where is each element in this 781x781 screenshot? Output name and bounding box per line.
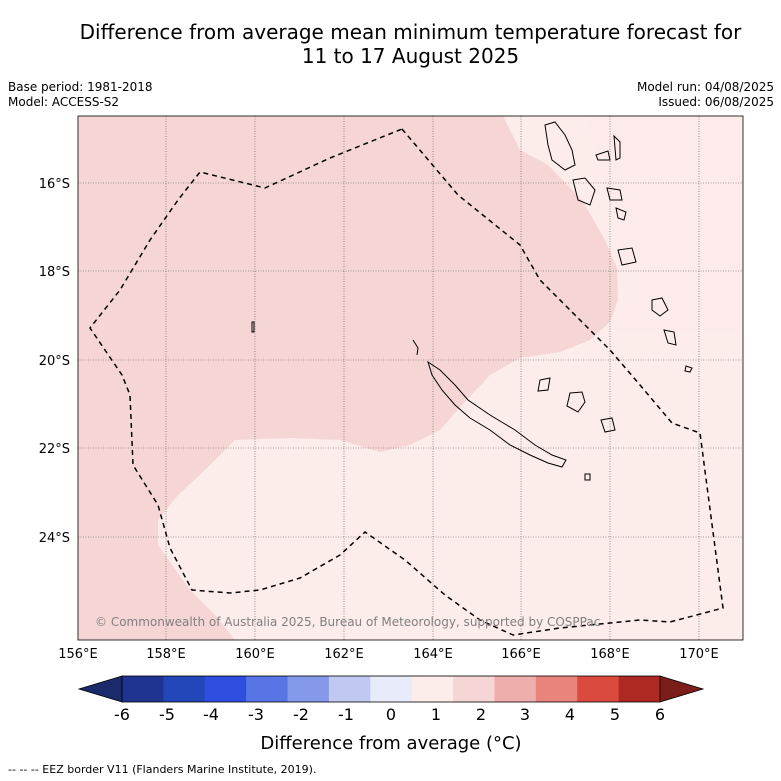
latitude-labels: 16°S 18°S 20°S 22°S 24°S: [39, 177, 70, 546]
lat-label: 24°S: [39, 531, 70, 546]
lat-label: 22°S: [39, 442, 70, 457]
colorbar-swatch: [453, 676, 495, 702]
anomaly-region-0-to-1-south: [588, 116, 743, 330]
vanuatu-tanna: [617, 247, 637, 266]
colorbar-under-triangle: [77, 675, 123, 703]
model-run: Model run: 04/08/2025: [636, 80, 774, 94]
colorbar-swatch: [411, 676, 454, 702]
colorbar-swatch: [163, 676, 206, 702]
colorbar-swatch: [122, 676, 164, 702]
title-line-1: Difference from average mean minimum tem…: [79, 20, 742, 44]
lon-label: 158°E: [146, 647, 186, 662]
chesterfield-islet: [251, 321, 255, 333]
colorbar-swatch: [535, 676, 578, 702]
colorbar-swatches: [122, 676, 661, 702]
colorbar-tick: 3: [520, 705, 530, 724]
vanuatu-island-3: [613, 134, 621, 161]
fiji-island-3: [684, 365, 693, 373]
colorbar-tick-labels: -6 -5 -4 -3 -2 -1 0 1 2 3 4 5 6: [114, 705, 665, 724]
base-period: Base period: 1981-2018: [8, 80, 153, 94]
colorbar: -6 -5 -4 -3 -2 -1 0 1 2 3 4 5 6 Differen…: [77, 675, 705, 754]
meta-left: Base period: 1981-2018 Model: ACCESS-S2: [8, 80, 153, 110]
lat-label: 18°S: [39, 265, 70, 280]
lon-label: 156°E: [58, 647, 98, 662]
lon-label: 164°E: [413, 647, 453, 662]
colorbar-swatch: [370, 676, 413, 702]
latitude-gridlines: [78, 182, 743, 538]
vanuatu-island-6: [615, 207, 627, 221]
fiji-island-1: [651, 297, 669, 317]
meta-right: Model run: 04/08/2025 Issued: 06/08/2025: [637, 80, 774, 110]
lon-label: 168°E: [590, 647, 630, 662]
lon-label: 162°E: [324, 647, 364, 662]
new-caledonia-coast: [427, 360, 567, 468]
colorbar-frame: [121, 675, 661, 703]
loyalty-island-3: [600, 417, 616, 433]
vanuatu-espiritu-santo: [544, 121, 576, 171]
map-frame: [77, 115, 744, 641]
colorbar-tick: 2: [476, 705, 486, 724]
colorbar-tick: -3: [248, 705, 264, 724]
lat-label: 20°S: [39, 354, 70, 369]
colorbar-tick: 5: [610, 705, 620, 724]
walpole-island: [584, 473, 591, 481]
title-line-2: 11 to 17 August 2025: [301, 44, 520, 68]
vanuatu-island-2: [595, 150, 611, 161]
colorbar-swatch: [577, 676, 620, 702]
colorbar-tick: -5: [159, 705, 175, 724]
eez-footnote: -- -- -- EEZ border V11 (Flanders Marine…: [8, 763, 317, 776]
model-name: Model: ACCESS-S2: [8, 95, 120, 109]
colorbar-tick: -6: [114, 705, 130, 724]
colorbar-swatch: [204, 676, 247, 702]
longitude-labels: 156°E 158°E 160°E 162°E 164°E 166°E 168°…: [58, 647, 719, 662]
colorbar-tick: -2: [293, 705, 309, 724]
colorbar-tick: 0: [386, 705, 396, 724]
eez-border: [89, 128, 724, 636]
coastlines: [251, 121, 693, 481]
colorbar-swatch: [494, 676, 537, 702]
lon-label: 166°E: [501, 647, 541, 662]
colorbar-tick: 1: [431, 705, 441, 724]
fiji-island-2: [663, 329, 677, 346]
colorbar-tick: 6: [655, 705, 665, 724]
colorbar-swatch: [618, 676, 661, 702]
colorbar-over-triangle: [659, 675, 705, 703]
copyright-notice: © Commonwealth of Australia 2025, Bureau…: [95, 615, 600, 629]
colorbar-swatch: [328, 676, 371, 702]
issued-date: Issued: 06/08/2025: [658, 95, 774, 109]
belep-islands: [412, 339, 419, 356]
lon-label: 160°E: [235, 647, 275, 662]
map-area: © Commonwealth of Australia 2025, Bureau…: [78, 116, 743, 640]
map-title: Difference from average mean minimum tem…: [40, 20, 781, 68]
colorbar-tick: 4: [565, 705, 575, 724]
anomaly-region-0-to-1-east: [158, 116, 743, 640]
lat-label: 16°S: [39, 177, 70, 192]
loyalty-island-1: [537, 377, 551, 392]
colorbar-tick: -1: [338, 705, 354, 724]
vanuatu-island-5: [606, 187, 623, 201]
colorbar-swatch: [246, 676, 289, 702]
vanuatu-efate: [572, 177, 596, 206]
map-figure: © Commonwealth of Australia 2025, Bureau…: [39, 115, 744, 754]
lon-label: 170°E: [679, 647, 719, 662]
loyalty-island-2: [566, 391, 586, 413]
colorbar-swatch: [287, 676, 330, 702]
colorbar-tick: -4: [203, 705, 219, 724]
colorbar-title: Difference from average (°C): [260, 733, 521, 754]
